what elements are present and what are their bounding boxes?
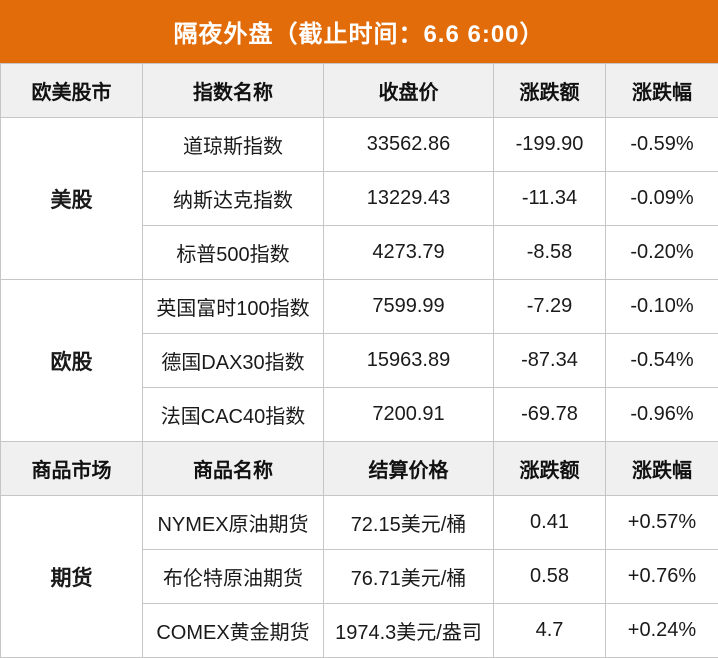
commodity-name-cell: COMEX黄金期货 bbox=[143, 604, 324, 658]
board-title-bar: 隔夜外盘（截止时间：6.6 6:00） bbox=[0, 0, 718, 63]
column-header-change-amount: 涨跌额 bbox=[494, 64, 606, 118]
commodity-name-cell: 布伦特原油期货 bbox=[143, 550, 324, 604]
category-cell-eu-stocks: 欧股 bbox=[1, 280, 143, 442]
change-amount-cell: 0.41 bbox=[494, 496, 606, 550]
change-amount-cell: 0.58 bbox=[494, 550, 606, 604]
change-amount-cell: -11.34 bbox=[494, 172, 606, 226]
board-title: 隔夜外盘（截止时间：6.6 6:00） bbox=[173, 14, 544, 49]
table-row-ftse100: 欧股 英国富时100指数 7599.99 -7.29 -0.10% bbox=[1, 280, 718, 334]
column-header-close-price: 收盘价 bbox=[324, 64, 494, 118]
column-header-index-name: 指数名称 bbox=[143, 64, 324, 118]
stocks-header-row: 欧美股市 指数名称 收盘价 涨跌额 涨跌幅 bbox=[1, 64, 718, 118]
column-header-change-percent: 涨跌幅 bbox=[606, 442, 718, 496]
change-percent-cell: -0.96% bbox=[606, 388, 718, 442]
index-name-cell: 道琼斯指数 bbox=[143, 118, 324, 172]
column-header-settlement-price: 结算价格 bbox=[324, 442, 494, 496]
commodity-name-cell: NYMEX原油期货 bbox=[143, 496, 324, 550]
table-row-dow-jones: 美股 道琼斯指数 33562.86 -199.90 -0.59% bbox=[1, 118, 718, 172]
change-percent-cell: -0.59% bbox=[606, 118, 718, 172]
markets-table: 欧美股市 指数名称 收盘价 涨跌额 涨跌幅 美股 道琼斯指数 33562.86 … bbox=[0, 63, 718, 658]
settlement-price-cell: 72.15美元/桶 bbox=[324, 496, 494, 550]
column-header-commodity-market: 商品市场 bbox=[1, 442, 143, 496]
change-amount-cell: -199.90 bbox=[494, 118, 606, 172]
close-price-cell: 13229.43 bbox=[324, 172, 494, 226]
change-amount-cell: -69.78 bbox=[494, 388, 606, 442]
category-cell-futures: 期货 bbox=[1, 496, 143, 658]
change-percent-cell: -0.20% bbox=[606, 226, 718, 280]
change-amount-cell: 4.7 bbox=[494, 604, 606, 658]
close-price-cell: 7599.99 bbox=[324, 280, 494, 334]
settlement-price-cell: 76.71美元/桶 bbox=[324, 550, 494, 604]
change-percent-cell: -0.09% bbox=[606, 172, 718, 226]
change-percent-cell: -0.10% bbox=[606, 280, 718, 334]
table-row-nymex-crude: 期货 NYMEX原油期货 72.15美元/桶 0.41 +0.57% bbox=[1, 496, 718, 550]
change-amount-cell: -87.34 bbox=[494, 334, 606, 388]
change-percent-cell: +0.76% bbox=[606, 550, 718, 604]
index-name-cell: 法国CAC40指数 bbox=[143, 388, 324, 442]
change-percent-cell: +0.24% bbox=[606, 604, 718, 658]
index-name-cell: 德国DAX30指数 bbox=[143, 334, 324, 388]
close-price-cell: 33562.86 bbox=[324, 118, 494, 172]
index-name-cell: 标普500指数 bbox=[143, 226, 324, 280]
close-price-cell: 4273.79 bbox=[324, 226, 494, 280]
change-amount-cell: -8.58 bbox=[494, 226, 606, 280]
commodities-header-row: 商品市场 商品名称 结算价格 涨跌额 涨跌幅 bbox=[1, 442, 718, 496]
change-amount-cell: -7.29 bbox=[494, 280, 606, 334]
index-name-cell: 英国富时100指数 bbox=[143, 280, 324, 334]
column-header-change-amount: 涨跌额 bbox=[494, 442, 606, 496]
column-header-stock-market: 欧美股市 bbox=[1, 64, 143, 118]
close-price-cell: 7200.91 bbox=[324, 388, 494, 442]
settlement-price-cell: 1974.3美元/盎司 bbox=[324, 604, 494, 658]
close-price-cell: 15963.89 bbox=[324, 334, 494, 388]
column-header-commodity-name: 商品名称 bbox=[143, 442, 324, 496]
index-name-cell: 纳斯达克指数 bbox=[143, 172, 324, 226]
column-header-change-percent: 涨跌幅 bbox=[606, 64, 718, 118]
category-cell-us-stocks: 美股 bbox=[1, 118, 143, 280]
change-percent-cell: +0.57% bbox=[606, 496, 718, 550]
change-percent-cell: -0.54% bbox=[606, 334, 718, 388]
